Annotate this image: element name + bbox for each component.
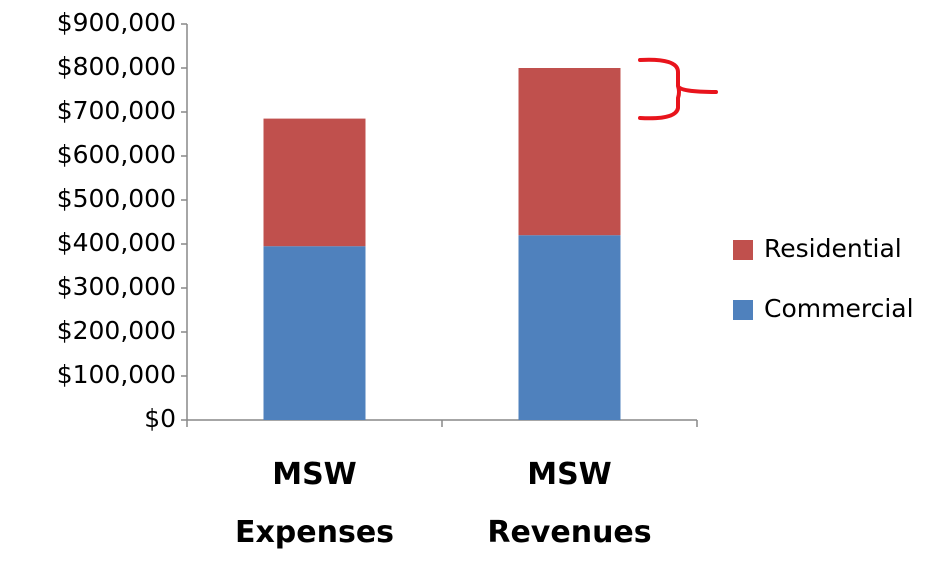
y-tick-label: $400,000 — [57, 228, 176, 257]
y-tick-label: $600,000 — [57, 140, 176, 169]
legend-label: Residential — [764, 234, 902, 263]
y-tick-label: $300,000 — [57, 272, 176, 301]
y-tick-label: $100,000 — [57, 360, 176, 389]
y-tick-label: $800,000 — [57, 52, 176, 81]
page: {"chart_data": {"type": "stacked_bar", "… — [56, 8, 914, 550]
bracket-annotation — [638, 57, 718, 121]
bar-segment — [263, 246, 366, 420]
bar-segment — [263, 118, 366, 247]
legend-swatch — [733, 240, 753, 260]
x-tick-label: MSW Revenues — [487, 457, 652, 550]
y-tick-label: $0 — [144, 404, 176, 433]
y-tick-label: $500,000 — [57, 184, 176, 213]
y-tick-label: $700,000 — [57, 96, 176, 125]
chart: $0 $100,000 $200,000 $300,000 $400,000 $500,0… — [57, 8, 914, 433]
bar-segment — [518, 68, 621, 236]
bar-segment — [518, 235, 621, 420]
x-tick-label: MSW Expenses — [234, 457, 395, 550]
y-tick-label: $900,000 — [57, 8, 176, 37]
legend-swatch — [733, 300, 753, 320]
legend-label: Commercial — [764, 294, 914, 323]
y-tick-label: $200,000 — [57, 316, 176, 345]
